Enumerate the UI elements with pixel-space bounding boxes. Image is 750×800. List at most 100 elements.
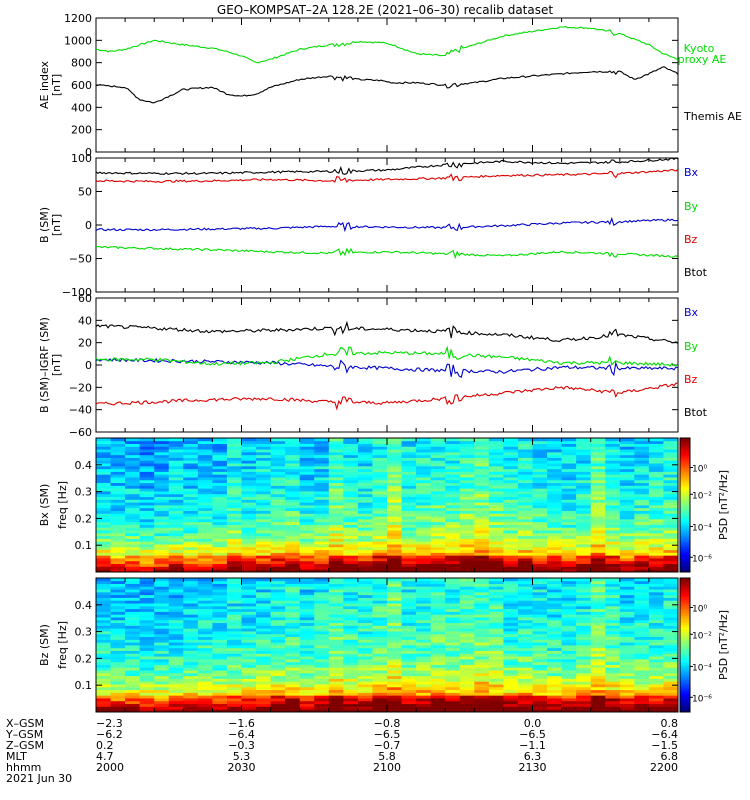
heatmap-cell — [241, 516, 257, 520]
heatmap-cell — [605, 449, 621, 453]
heatmap-cell — [125, 586, 141, 590]
orbit-value: −6.5 — [374, 728, 401, 741]
heatmap-cell — [314, 524, 330, 528]
heatmap-cell — [328, 544, 344, 548]
heatmap-cell — [619, 594, 635, 598]
heatmap-cell — [561, 555, 577, 559]
heatmap-cell — [357, 692, 373, 696]
heatmap-cell — [561, 552, 577, 556]
heatmap-cell — [532, 513, 548, 517]
heatmap-cell — [183, 438, 199, 442]
heatmap-cell — [401, 642, 417, 646]
heatmap-cell — [110, 552, 126, 556]
heatmap-cell — [125, 706, 141, 710]
heatmap-cell — [285, 642, 301, 646]
colorbar-segment — [680, 493, 690, 497]
heatmap-cell — [372, 510, 388, 514]
orbit-value: 2030 — [228, 761, 256, 774]
heatmap-cell — [226, 521, 242, 525]
heatmap-cell — [648, 678, 664, 682]
heatmap-cell — [416, 594, 432, 598]
heatmap-cell — [314, 513, 330, 517]
heatmap-cell — [197, 491, 213, 495]
heatmap-cell — [488, 566, 504, 570]
heatmap-cell — [517, 580, 533, 584]
heatmap-cell — [634, 488, 650, 492]
heatmap-cell — [503, 619, 519, 624]
heatmap-cell — [328, 667, 344, 671]
heatmap-cell — [125, 647, 141, 651]
colorbar-segment — [680, 609, 690, 612]
heatmap-cell — [226, 535, 242, 539]
heatmap-cell — [139, 611, 155, 615]
heatmap-cell — [357, 583, 373, 587]
heatmap-cell — [125, 496, 141, 500]
heatmap-cell — [110, 675, 126, 679]
heatmap-cell — [270, 614, 286, 618]
heatmap-cell — [517, 488, 533, 492]
heatmap-cell — [314, 636, 330, 640]
heatmap-cell — [299, 672, 315, 677]
heatmap-cell — [416, 499, 432, 503]
heatmap-cell — [532, 491, 548, 495]
heatmap-cell — [503, 451, 519, 456]
heatmap-cell — [372, 438, 388, 442]
heatmap-cell — [343, 628, 359, 632]
heatmap-cell — [183, 578, 199, 582]
heatmap-cell — [125, 700, 141, 705]
heatmap-cell — [110, 631, 126, 635]
heatmap-cell — [299, 600, 315, 604]
heatmap-cell — [125, 591, 141, 596]
heatmap-cell — [256, 619, 271, 624]
heatmap-cell — [459, 516, 475, 520]
heatmap-cell — [183, 555, 199, 559]
heatmap-cell — [532, 664, 548, 668]
heatmap-cell — [125, 636, 141, 640]
heatmap-cell — [256, 549, 271, 553]
heatmap-cell — [110, 446, 126, 450]
heatmap-cell — [183, 622, 199, 626]
heatmap-cell — [387, 532, 402, 537]
heatmap-cell — [634, 465, 650, 470]
heatmap-cell — [372, 692, 388, 696]
heatmap-cell — [474, 541, 490, 545]
heatmap-cell — [517, 538, 533, 542]
heatmap-cell — [372, 477, 388, 481]
heatmap-cell — [474, 532, 490, 537]
heatmap-cell — [532, 642, 548, 646]
heatmap-cell — [154, 463, 170, 467]
heatmap-cell — [648, 578, 664, 582]
heatmap-cell — [401, 681, 417, 685]
heatmap-cell — [663, 521, 679, 525]
heatmap-cell — [663, 709, 679, 713]
heatmap-cell — [241, 443, 257, 447]
heatmap-cell — [416, 479, 432, 484]
heatmap-cell — [357, 658, 373, 663]
heatmap-cell — [503, 527, 519, 531]
heatmap-cell — [168, 675, 184, 679]
heatmap-cell — [357, 664, 373, 668]
heatmap-cell — [241, 695, 257, 699]
heatmap-cell — [139, 628, 155, 632]
heatmap-cell — [517, 569, 533, 573]
heatmap-cell — [576, 692, 592, 696]
heatmap-cell — [634, 521, 650, 525]
heatmap-cell — [576, 695, 592, 699]
heatmap-cell — [241, 518, 257, 523]
heatmap-cell — [154, 653, 170, 657]
heatmap-cell — [372, 493, 388, 498]
heatmap-cell — [416, 650, 432, 654]
heatmap-cell — [430, 597, 446, 601]
heatmap-cell — [503, 642, 519, 646]
colorbar-segment — [680, 696, 690, 699]
heatmap-cell — [197, 633, 213, 638]
heatmap-cell — [197, 698, 213, 702]
heatmap-cell — [430, 510, 446, 514]
heatmap-cell — [576, 603, 592, 607]
heatmap-cell — [125, 578, 141, 582]
heatmap-cell — [212, 578, 228, 582]
heatmap-cell — [154, 656, 170, 660]
heatmap-cell — [445, 681, 461, 685]
orbit-value: −6.5 — [519, 728, 546, 741]
heatmap-cell — [503, 479, 519, 484]
